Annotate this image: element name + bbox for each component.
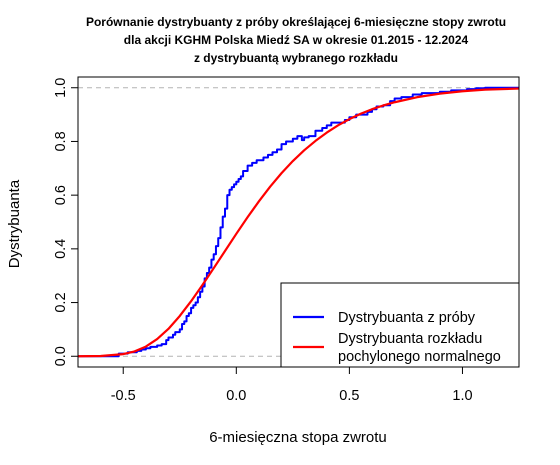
legend: Dystrybuanta z próby Dystrybuanta rozkład…	[280, 282, 520, 368]
chart-title-line-3: z dystrybuantą wybranego rozkładu	[194, 51, 398, 65]
series-line-0	[78, 86, 519, 358]
y-axis-label: Dystrybuanta	[6, 179, 23, 268]
x-tick-label-1: 0.0	[226, 388, 246, 404]
y-tick-label-3: 0.6	[53, 185, 69, 205]
y-tick-label-5: 1.0	[53, 78, 69, 98]
chart-title: Porównanie dystrybuanty z próby określaj…	[86, 15, 506, 65]
legend-box	[280, 282, 520, 368]
series-line-1	[78, 87, 519, 358]
y-tick-label-0: 0.0	[53, 346, 69, 366]
legend-label-0-0: Dystrybuanta z próby	[338, 310, 476, 326]
y-tick-label-4: 0.8	[53, 131, 69, 151]
legend-label-1-0: Dystrybuanta rozkładu	[338, 331, 482, 347]
x-tick-label-2: 0.5	[339, 388, 359, 404]
chart-title-line-1: Porównanie dystrybuanty z próby określaj…	[86, 15, 506, 29]
y-tick-label-2: 0.4	[53, 239, 69, 259]
x-tick-label-3: 1.0	[452, 388, 472, 404]
y-tick-label-1: 0.2	[53, 292, 69, 312]
x-axis-label: 6-miesięczna stopa zwrotu	[209, 429, 387, 446]
legend-label-1-1: pochylonego normalnego	[338, 349, 501, 365]
chart-title-line-2: dla akcji KGHM Polska Miedź SA w okresie…	[124, 33, 469, 47]
x-tick-label-0: -0.5	[111, 388, 136, 404]
